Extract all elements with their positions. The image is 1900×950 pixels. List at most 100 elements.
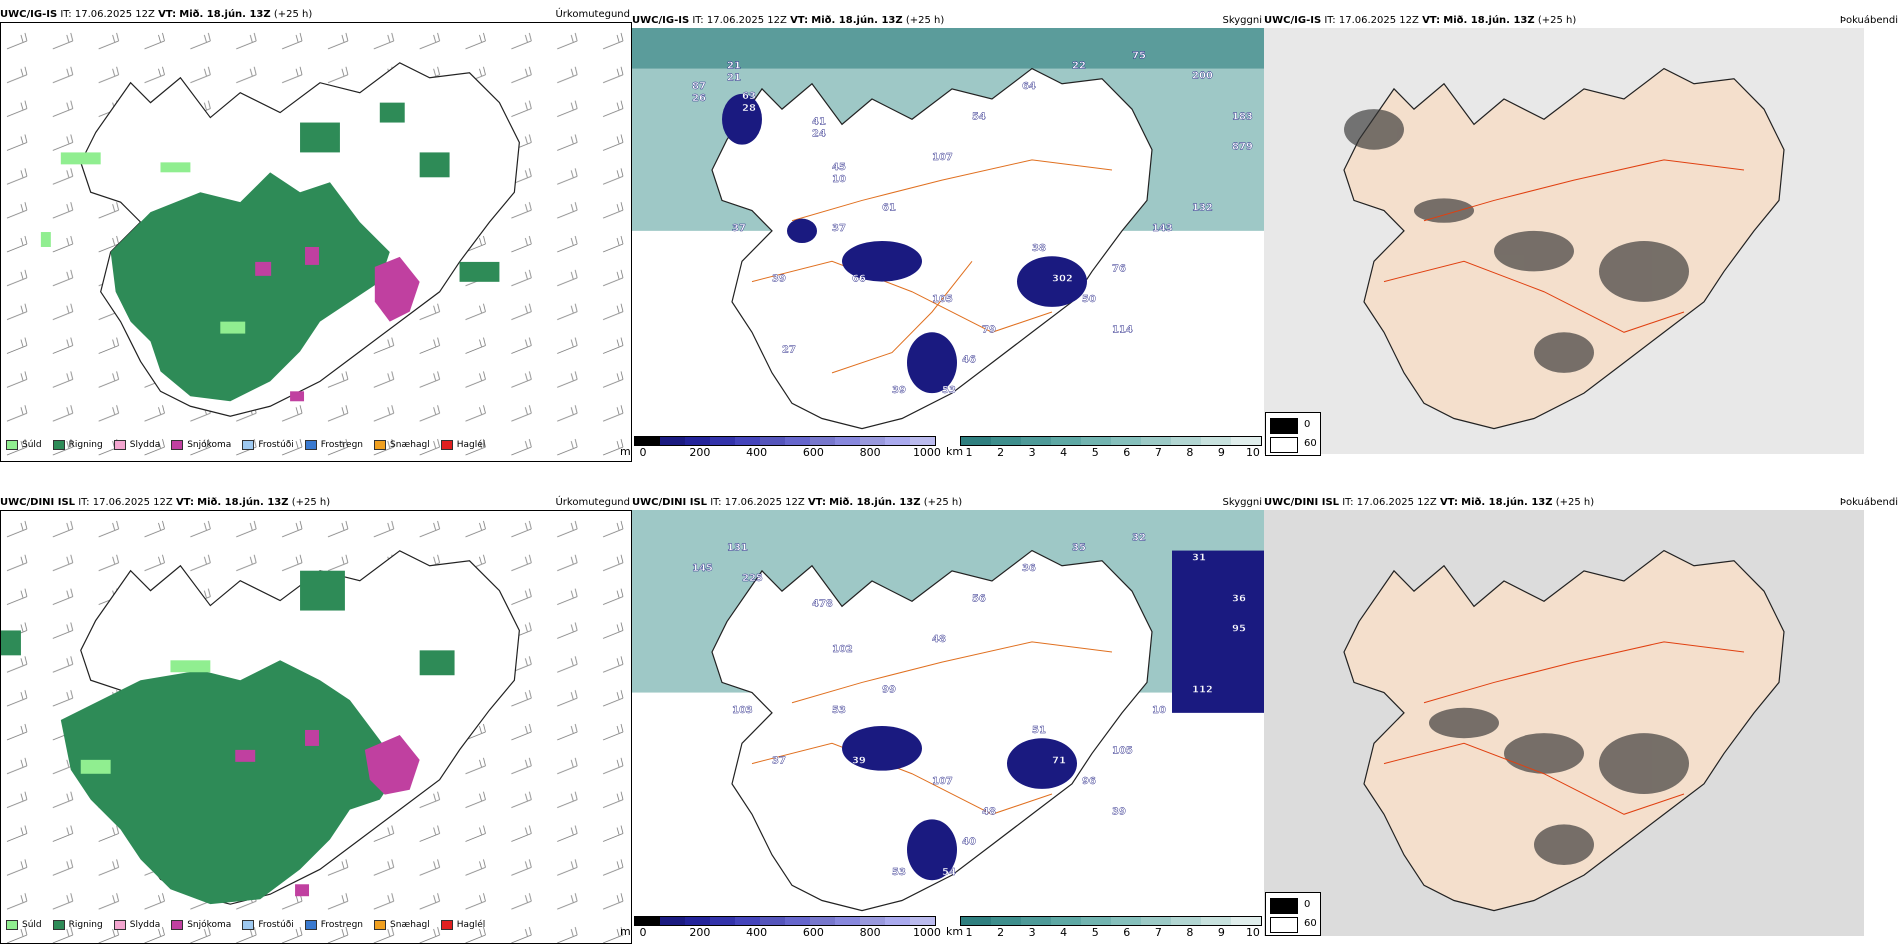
model-source: UWC/DINI ISL [0,497,76,508]
cloud-base-label: 66 [852,274,866,285]
cloud-map[interactable]: 87 21 63 41 45 61 37 39 66 105 79 46 53 39 37 38 302 50 76… [632,28,1264,454]
colorbar-segment [910,437,935,445]
colorbar-tick-label: 600 [802,926,824,939]
colorbar-tick-label: 4 [1060,926,1068,939]
visibility-ticks: 1 2 3 4 5 6 7 8 9 10 [960,446,1262,462]
colorbar-segment [635,437,660,445]
fog-panel-1: UWC/IG-IS IT: 17.06.2025 12Z VT: Mið. 18… [1264,14,1900,454]
valid-label: VT: [175,497,194,508]
valid-label: VT: [807,497,826,508]
precip-legend-1: Súld Rigning Slydda Snjókoma Frostúði Fr… [6,440,493,450]
cloud-base-label: 75 [1132,50,1146,61]
colorbar-tick-label: 200 [689,926,711,939]
colorbar-segment [1111,917,1141,925]
colorbar-segment [1231,917,1261,925]
colorbar-tick-label: 2 [997,926,1005,939]
fog-legend-2: 0 60 [1265,892,1321,936]
legend-swatch [171,440,184,450]
precip-panel-1: UWC/IG-IS IT: 17.06.2025 12Z VT: Mið. 18… [0,8,632,462]
fog-map[interactable] [1264,510,1864,936]
cloud-panel-1: UWC/IG-IS IT: 17.06.2025 12Z VT: Mið. 18… [632,14,1264,454]
colorbar-tick-label: 400 [746,446,768,459]
valid-label: VT: [158,9,177,20]
colorbar-segment [660,437,685,445]
colorbar-segment [1171,437,1201,445]
panel-title: Úrkomutegund [555,9,630,20]
colorbar-segment [810,437,835,445]
colorbar-tick-label: 400 [746,926,768,939]
colorbar-segment [835,917,860,925]
precip-map[interactable] [0,22,632,462]
colorbar-tick-label: 3 [1028,926,1036,939]
lead-time: (+25 h) [1537,15,1577,26]
cloud-base-label: 99 [882,685,896,696]
cloud-base-label: 79 [982,324,996,335]
panel-title: Skyggni [1222,15,1262,26]
colorbar-tick-label: 7 [1154,926,1162,939]
cloud-base-label: 112 [1192,685,1213,696]
colorbar-tick-label: 0 [639,926,647,939]
legend-item: Rigning [52,920,103,930]
cloud-map[interactable]: 145 131 225 478 102 99 103 37 39 107 48 40 54 53 53 51 7… [632,510,1264,936]
init-time: IT: 17.06.2025 12Z [60,9,155,20]
cloud-base-label: 61 [882,203,896,214]
colorbar-segment [1021,437,1051,445]
model-source: UWC/IG-IS [1264,15,1322,26]
colorbar-segment [710,437,735,445]
colorbar-segment [835,437,860,445]
visibility-colorbar-2: km 1 2 3 4 5 6 7 8 9 10 [946,916,1262,946]
colorbar-tick-label: 8 [1186,446,1194,459]
colorbar-segment [710,917,735,925]
legend-item: Snæhagl [374,920,430,930]
valid-time: Mið. 18.jún. 13Z [811,15,903,26]
legend-item: Slydda [113,920,160,930]
legend-item: Rigning [52,440,103,450]
colorbar-segment [1201,917,1231,925]
ceiling-strip [634,916,936,926]
cloud-panel-2: UWC/DINI ISL IT: 17.06.2025 12Z VT: Mið.… [632,496,1264,936]
cloud-base-label: 143 [1152,223,1173,234]
fog-panel-2: UWC/DINI ISL IT: 17.06.2025 12Z VT: Mið.… [1264,496,1900,936]
cloud-base-label: 183 [1232,111,1253,122]
model-source: UWC/DINI ISL [1264,497,1340,508]
panel-title: Þokuábendi [1839,497,1898,508]
lead-time: (+25 h) [923,497,963,508]
valid-time: Mið. 18.jún. 13Z [1461,497,1553,508]
fog-map[interactable] [1264,28,1864,454]
cloud-base-label: 302 [1052,274,1073,285]
valid-time: Mið. 18.jún. 13Z [179,9,271,20]
fog-label-0: 0 [1304,899,1311,910]
colorbar-tick-label: 3 [1028,446,1036,459]
colorbar-segment [1201,437,1231,445]
colorbar-segment [885,437,910,445]
colorbar-tick-label: 9 [1217,446,1225,459]
legend-item: Frostúði [242,440,294,450]
valid-time: Mið. 18.jún. 13Z [829,497,921,508]
fog-legend-1: 0 60 [1265,412,1321,456]
cloud-base-label: 200 [1192,71,1213,82]
colorbar-tick-label: 7 [1154,446,1162,459]
legend-item: Snjókoma [171,920,231,930]
colorbar-segment [660,917,685,925]
cloud-base-label: 54 [942,867,956,878]
fog-label-60: 60 [1304,438,1317,449]
colorbar-segment [635,917,660,925]
cloud-base-label: 10 [1152,705,1166,716]
colorbar-segment [860,437,885,445]
colorbar-tick-label: 200 [689,446,711,459]
cloud-base-label: 37 [832,223,846,234]
colorbar-segment [685,917,710,925]
colorbar-segment [760,437,785,445]
colorbar-tick-label: 1000 [912,446,941,459]
cloud-base-label: 45 [832,162,846,173]
init-time: IT: 17.06.2025 12Z [1342,497,1437,508]
colorbar-segment [885,917,910,925]
cloud-base-label: 38 [1032,243,1046,254]
panel-title: Skyggni [1222,497,1262,508]
cloud-base-label: 105 [1112,745,1133,756]
valid-time: Mið. 18.jún. 13Z [197,497,289,508]
precip-map[interactable] [0,510,632,944]
cloud-base-label: 53 [942,385,956,396]
init-time: IT: 17.06.2025 12Z [692,15,787,26]
colorbar-tick-label: 800 [859,446,881,459]
